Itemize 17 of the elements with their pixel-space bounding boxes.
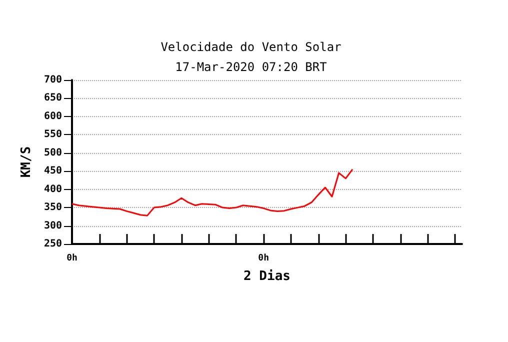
x-tick-label: 0h bbox=[258, 254, 269, 264]
y-tick-label: 350 bbox=[44, 202, 62, 214]
y-tick-label: 450 bbox=[44, 166, 62, 177]
x-axis-title: 2 Dias bbox=[244, 269, 290, 284]
x-tick-label: 0h bbox=[66, 254, 78, 264]
chart-title: Velocidade do Vento Solar bbox=[160, 40, 342, 54]
y-tick-label: 600 bbox=[44, 110, 62, 122]
y-axis-title: KM/S bbox=[19, 146, 34, 178]
y-tick-label: 400 bbox=[44, 184, 62, 195]
y-tick-label: 500 bbox=[44, 147, 62, 158]
chart-subtitle: 17-Mar-2020 07:20 BRT bbox=[175, 60, 327, 74]
y-tick-label: 250 bbox=[44, 238, 62, 250]
y-tick-label: 550 bbox=[44, 129, 62, 140]
line-series bbox=[71, 168, 354, 216]
y-tick-label: 300 bbox=[44, 220, 62, 232]
y-tick-label: 700 bbox=[44, 74, 62, 86]
y-tick-label: 650 bbox=[44, 92, 62, 104]
